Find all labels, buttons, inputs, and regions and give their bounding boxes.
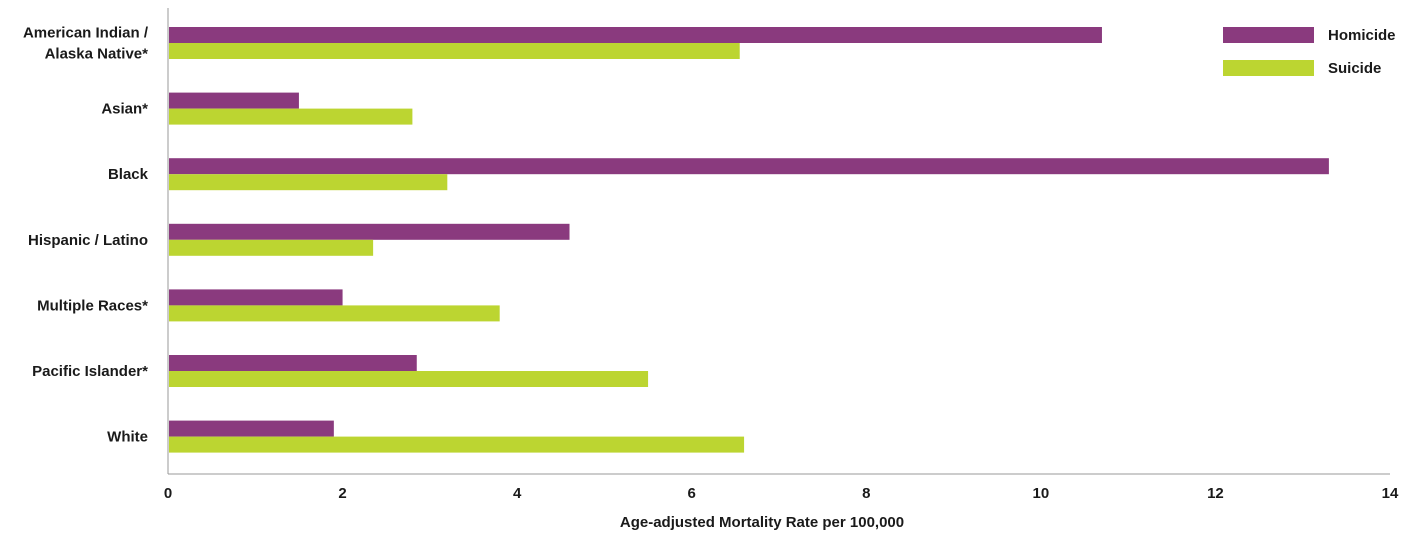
- x-tick-label-6: 6: [688, 485, 696, 502]
- x-tick-label-4: 4: [513, 485, 522, 502]
- bar-homicide-2: [169, 158, 1329, 175]
- bar-homicide-6: [169, 420, 334, 437]
- bar-suicide-5: [169, 371, 649, 387]
- bar-suicide-1: [169, 108, 413, 125]
- legend-swatch-homicide: [1223, 27, 1314, 43]
- x-tick-label-8: 8: [862, 485, 870, 502]
- bar-suicide-2: [169, 174, 448, 191]
- bars-layer: [169, 27, 1329, 453]
- category-labels: American Indian / Alaska Native* Asian* Bla…: [23, 25, 149, 446]
- bar-homicide-1: [169, 92, 299, 109]
- x-tick-label-0: 0: [164, 485, 172, 502]
- category-label-3: Hispanic / Latino: [28, 232, 148, 249]
- x-tick-label-10: 10: [1033, 485, 1050, 502]
- category-label-4: Multiple Races*: [37, 297, 148, 314]
- legend-label-homicide: Homicide: [1328, 27, 1396, 44]
- category-label-line: White: [107, 429, 148, 446]
- category-label-line: Pacific Islander*: [32, 363, 148, 380]
- category-label-line: Black: [108, 166, 149, 183]
- category-label-line: Alaska Native*: [45, 46, 149, 63]
- category-label-2: Black: [108, 166, 149, 183]
- x-tick-label-12: 12: [1207, 485, 1224, 502]
- category-label-line: American Indian /: [23, 25, 149, 42]
- bar-homicide-0: [169, 27, 1102, 43]
- bar-homicide-3: [169, 223, 570, 240]
- legend-label-suicide: Suicide: [1328, 60, 1381, 77]
- bar-homicide-4: [169, 289, 343, 306]
- bar-suicide-4: [169, 305, 500, 322]
- category-label-line: Hispanic / Latino: [28, 232, 148, 249]
- category-label-line: Asian*: [101, 101, 148, 118]
- x-tick-label-14: 14: [1382, 485, 1399, 502]
- legend-swatch-suicide: [1223, 60, 1314, 76]
- category-label-6: White: [107, 429, 148, 446]
- bar-homicide-5: [169, 355, 417, 371]
- bar-suicide-3: [169, 239, 374, 256]
- category-label-1: Asian*: [101, 101, 148, 118]
- bar-suicide-6: [169, 436, 745, 453]
- category-label-5: Pacific Islander*: [32, 363, 148, 380]
- x-tick-label-2: 2: [338, 485, 346, 502]
- category-label-line: Multiple Races*: [37, 297, 148, 314]
- category-label-0: American Indian / Alaska Native*: [23, 25, 149, 63]
- x-tick-labels: 0 2 4 6 8 10 12 14: [164, 485, 1399, 502]
- x-axis-title: Age-adjusted Mortality Rate per 100,000: [620, 514, 904, 531]
- bar-suicide-0: [169, 43, 740, 59]
- legend: Homicide Suicide: [1223, 27, 1396, 77]
